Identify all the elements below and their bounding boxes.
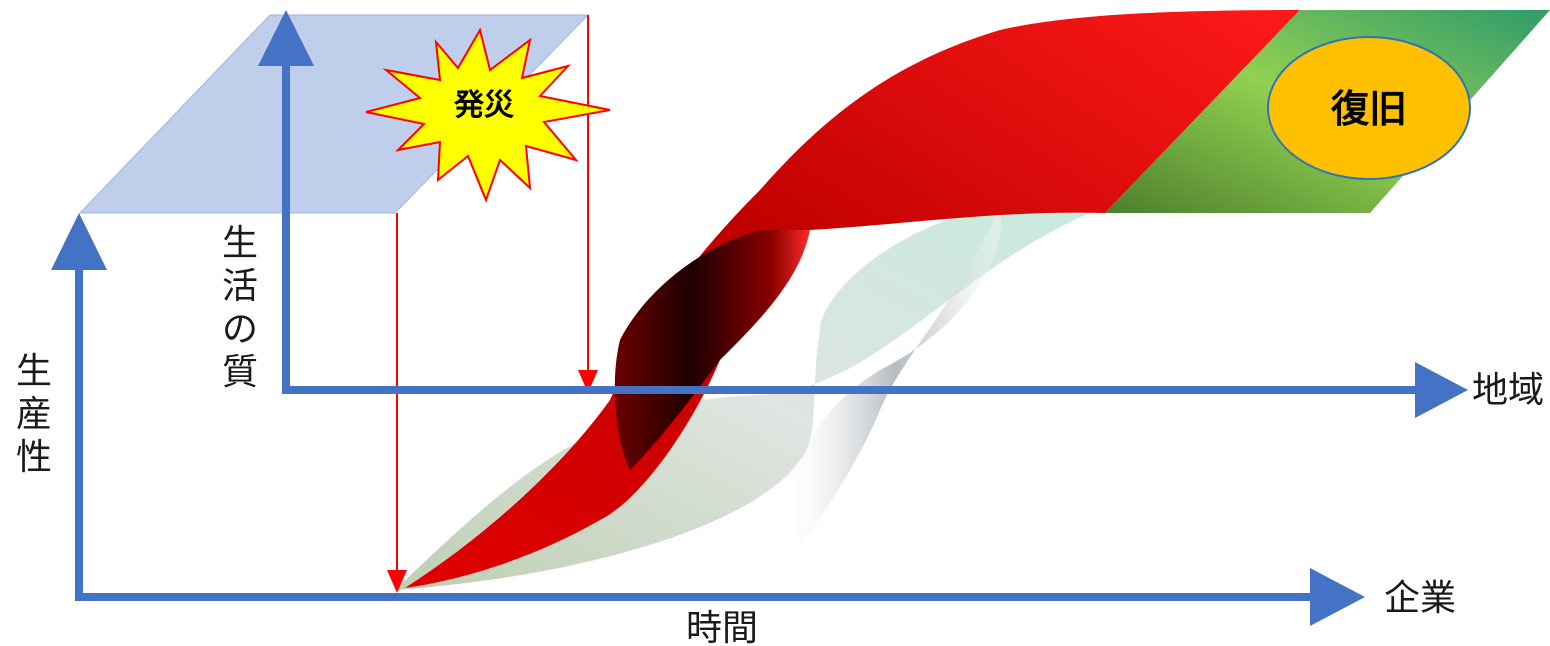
quality-of-life-char: の — [222, 309, 258, 350]
recovery-ellipse — [1267, 36, 1471, 180]
red-twist — [614, 230, 810, 470]
productivity-char: 産 — [16, 394, 52, 435]
productivity-char: 生 — [16, 351, 52, 392]
region-label: 地域 — [1472, 370, 1544, 411]
disaster-label: 発災 — [453, 88, 515, 123]
productivity-label: 生 産 性 — [16, 351, 52, 478]
company-horizontal-axis-arrow — [1310, 568, 1365, 626]
ghost-twist — [790, 205, 1002, 560]
disaster-marker-arrow-region — [578, 370, 598, 393]
quality-of-life-char: 活 — [222, 266, 258, 307]
company-vertical-axis-arrow — [51, 213, 107, 270]
disaster-burst-icon — [365, 27, 611, 203]
productivity-char: 性 — [16, 437, 52, 478]
company-label: 企業 — [1384, 578, 1456, 619]
quality-of-life-char: 生 — [222, 223, 258, 264]
time-label: 時間 — [686, 608, 758, 646]
region-horizontal-axis-arrow — [1415, 362, 1468, 418]
quality-of-life-label: 生 活 の 質 — [222, 223, 258, 393]
disaster-marker-arrow-company — [387, 570, 407, 593]
quality-of-life-char: 質 — [222, 352, 258, 393]
region-vertical-axis-arrow — [258, 10, 314, 66]
recovery-label: 復旧 — [1330, 87, 1407, 131]
